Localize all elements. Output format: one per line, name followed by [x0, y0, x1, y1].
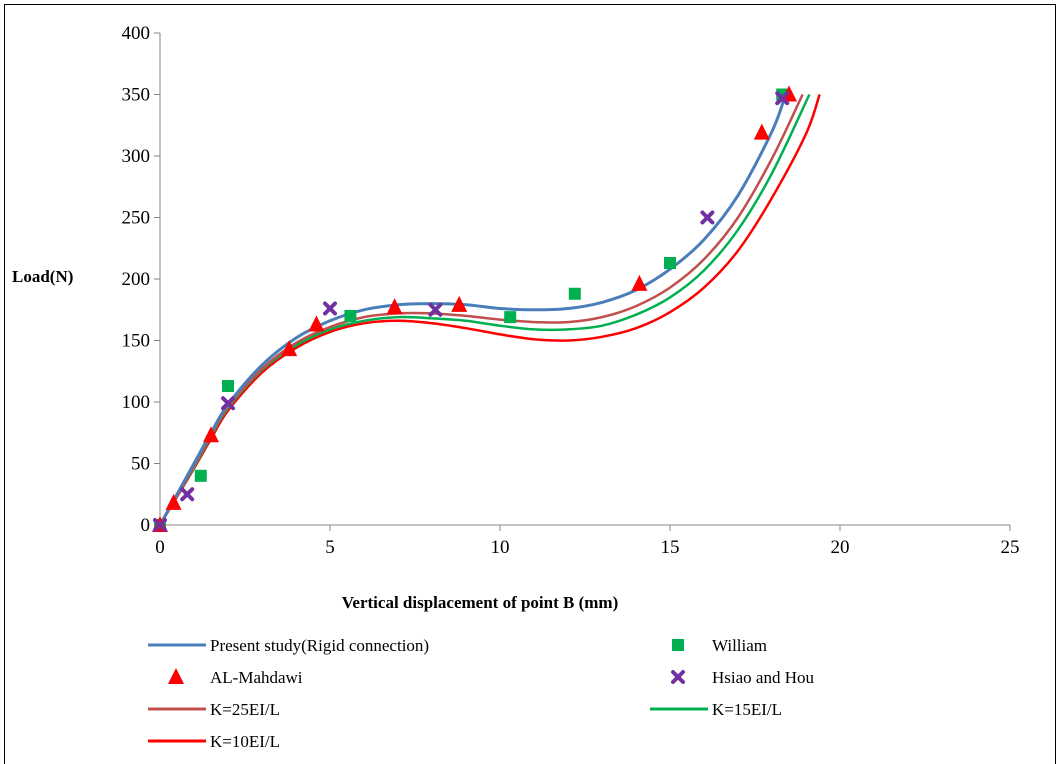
data-point-triangle: [451, 295, 468, 312]
x-marker-stroke: [428, 302, 443, 317]
data-point-square: [344, 309, 357, 322]
legend-label: Present study(Rigid connection): [210, 636, 429, 655]
data-point-x: [323, 301, 337, 316]
legend-item-k-25ei-l: K=25EI/L: [148, 700, 280, 719]
legend-label: K=15EI/L: [712, 700, 782, 719]
x-tick-label: 10: [491, 537, 510, 558]
x-tick-label: 20: [831, 537, 850, 558]
y-tick-label: 350: [122, 85, 151, 106]
data-point-x: [700, 210, 715, 225]
x-marker-stroke: [153, 518, 167, 532]
legend-item-k-15ei-l: K=15EI/L: [650, 700, 782, 719]
x-tick-label: 0: [155, 537, 165, 558]
y-tick-label: 50: [131, 454, 150, 475]
x-marker-stroke: [323, 301, 337, 316]
legend: Present study(Rigid connection) William AL…: [148, 636, 814, 751]
y-axis-title: Load(N): [12, 267, 73, 286]
data-point-triangle: [165, 493, 182, 510]
data-point-triangle: [281, 340, 298, 357]
series-line-k-15ei-l: [158, 93, 811, 526]
series-line-k-10ei-l: [158, 94, 821, 526]
x-marker-stroke: [700, 210, 715, 225]
x-marker-stroke: [775, 91, 790, 106]
y-tick-label: 200: [122, 269, 151, 290]
legend-label: Hsiao and Hou: [712, 668, 814, 687]
data-point-triangle: [308, 315, 325, 332]
x-marker-stroke: [221, 396, 235, 411]
x-tick-label: 25: [1001, 537, 1020, 558]
legend-label: K=25EI/L: [210, 700, 280, 719]
series-markers-hsiao-and-hou: [153, 91, 790, 532]
data-point-x: [153, 518, 167, 532]
x-tick-label: 15: [661, 537, 680, 558]
y-tick-label: 300: [122, 146, 151, 167]
legend-swatch-marker: [671, 670, 685, 684]
data-point-square: [194, 469, 207, 482]
x-marker-stroke: [671, 670, 685, 684]
chart-frame: [4, 4, 1056, 764]
data-point-square: [222, 380, 234, 393]
data-point-triangle: [203, 426, 219, 443]
legend-label: K=10EI/L: [210, 732, 280, 751]
series-markers-al-mahdawi: [152, 85, 797, 532]
x-tick-label: 5: [325, 537, 335, 558]
y-tick-label: 0: [141, 515, 151, 536]
data-point-triangle: [753, 123, 770, 140]
x-axis-title: Vertical displacement of point B (mm): [342, 593, 619, 612]
data-point-square: [504, 311, 517, 324]
y-tick-label: 150: [122, 331, 151, 352]
series-line-k-25ei-l: [158, 93, 804, 526]
y-tick-label: 400: [122, 23, 151, 44]
legend-item-william: William: [672, 636, 767, 655]
series-layer: [152, 85, 821, 532]
data-point-x: [221, 396, 235, 411]
y-tick-label: 100: [122, 392, 151, 413]
legend-item-hsiao-and-hou: Hsiao and Hou: [671, 668, 814, 687]
legend-label: AL-Mahdawi: [210, 668, 303, 687]
series-markers-william: [154, 88, 789, 531]
legend-item-k-10ei-l: K=10EI/L: [148, 732, 280, 751]
legend-item-present-study-rigid-connection: Present study(Rigid connection): [148, 636, 429, 655]
legend-label: William: [712, 636, 767, 655]
legend-swatch-marker: [672, 639, 684, 651]
x-marker-stroke: [180, 487, 195, 502]
data-point-triangle: [386, 298, 403, 315]
series-line-present-study-rigid-connection: [158, 93, 788, 526]
legend-item-al-mahdawi: AL-Mahdawi: [168, 668, 303, 687]
data-point-square: [664, 257, 676, 270]
data-point-x: [775, 91, 790, 106]
legend-swatch-marker: [168, 668, 184, 684]
data-point-square: [568, 287, 581, 300]
y-tick-label: 250: [122, 208, 151, 229]
data-point-triangle: [631, 274, 648, 291]
data-point-x: [428, 302, 443, 317]
data-point-x: [180, 487, 195, 502]
